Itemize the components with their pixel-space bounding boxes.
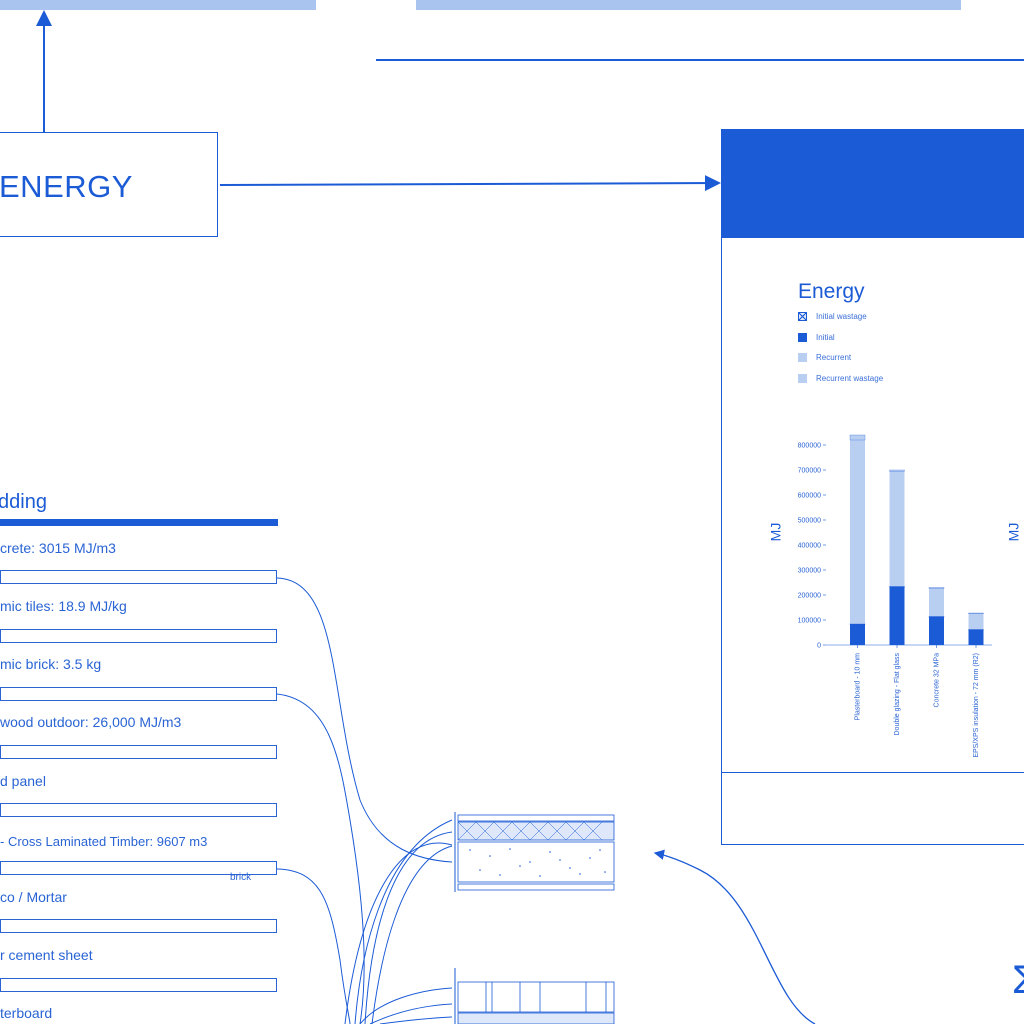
legend-swatch — [798, 374, 807, 384]
y-tick-label: 600000 — [798, 493, 821, 500]
material-slider[interactable] — [0, 629, 277, 643]
y-tick-label: 100000 — [798, 618, 821, 625]
material-slider[interactable] — [0, 861, 277, 875]
material-label: - Cross Laminated Timber: 9607 m3 — [0, 834, 208, 849]
brick-note: brick — [230, 872, 252, 883]
top-bar-right — [416, 0, 961, 10]
panel-header — [722, 130, 1024, 238]
cladding-title-rule — [0, 519, 278, 526]
energy-to-panel-arrow — [219, 175, 721, 192]
bar-segment — [889, 469, 905, 472]
material-slider[interactable] — [0, 745, 277, 759]
bar-segment — [849, 434, 866, 441]
legend-swatch — [798, 353, 807, 363]
energy-node-label: ENERGY — [0, 169, 133, 204]
material-label: terboard — [0, 1005, 53, 1021]
legend-item-recurrent: Recurrent — [798, 353, 851, 363]
bar-segment — [928, 616, 945, 618]
cladding-title: dding — [0, 491, 47, 513]
sigma-icon: Σ — [1012, 958, 1024, 1003]
x-category-label: Concrete 32 MPa — [934, 653, 941, 708]
y-tick-label: 300000 — [798, 568, 821, 575]
y-tick-label: 200000 — [798, 593, 821, 600]
energy-node[interactable]: ENERGY — [0, 132, 218, 237]
wall-section-upper — [454, 812, 615, 892]
bar-segment — [929, 617, 944, 645]
energy-chart-panel: Energy Initial wastage Initial Recurrent… — [721, 129, 1024, 845]
panel-footer-divider — [722, 772, 1024, 773]
wall-section-lower — [454, 968, 615, 1024]
material-slider[interactable] — [0, 919, 277, 933]
legend-item-initial-wastage: Initial wastage — [798, 312, 867, 322]
material-label: crete: 3015 MJ/m3 — [0, 540, 116, 556]
bar-segment — [968, 629, 984, 631]
legend-item-initial: Initial — [798, 333, 835, 343]
x-category-label: EPS/XPS insulation - 72 mm (R2) — [973, 653, 980, 758]
material-label: r cement sheet — [0, 947, 93, 963]
y-tick-label: 700000 — [798, 468, 821, 475]
top-bar-left — [0, 0, 316, 10]
material-label: wood outdoor: 26,000 MJ/m3 — [0, 714, 182, 730]
bar-segment — [849, 623, 866, 626]
material-label: mic tiles: 18.9 MJ/kg — [0, 598, 127, 614]
bar-segment — [889, 586, 905, 588]
legend-swatch-x-icon — [798, 312, 807, 322]
energy-bar-chart: 0 100000 200000 300000 400000 500000 600000 700… — [798, 434, 992, 758]
legend-item-recurrent-wastage: Recurrent wastage — [798, 374, 883, 384]
material-slider[interactable] — [0, 570, 277, 584]
bar-segment — [850, 625, 865, 645]
y-tick-label: 800000 — [798, 443, 821, 450]
material-wires — [276, 577, 453, 1024]
material-slider[interactable] — [0, 687, 277, 701]
material-label: co / Mortar — [0, 889, 67, 905]
x-category-label: Plasterboard - 10 mm — [855, 653, 862, 720]
x-category-label: Double glazing - Flat glass — [894, 653, 901, 736]
bar-segment — [929, 588, 944, 617]
material-slider[interactable] — [0, 803, 277, 817]
material-label: d panel — [0, 773, 46, 789]
y-tick-label: 500000 — [798, 518, 821, 525]
material-label: mic brick: 3.5 kg — [0, 656, 102, 672]
y-tick-label: 0 — [817, 643, 821, 650]
return-arrow-curve — [653, 849, 816, 1024]
bar-segment — [968, 612, 984, 614]
bar-segment — [850, 440, 865, 624]
y-tick-label: 400000 — [798, 543, 821, 550]
bar-segment — [889, 471, 905, 587]
legend-swatch — [798, 333, 807, 343]
chart-title: Energy — [798, 280, 865, 303]
bar-segment — [968, 630, 984, 645]
bar-segment — [968, 613, 984, 630]
bar-segment — [889, 587, 905, 645]
material-slider[interactable] — [0, 978, 277, 992]
bar-segment — [928, 587, 945, 589]
